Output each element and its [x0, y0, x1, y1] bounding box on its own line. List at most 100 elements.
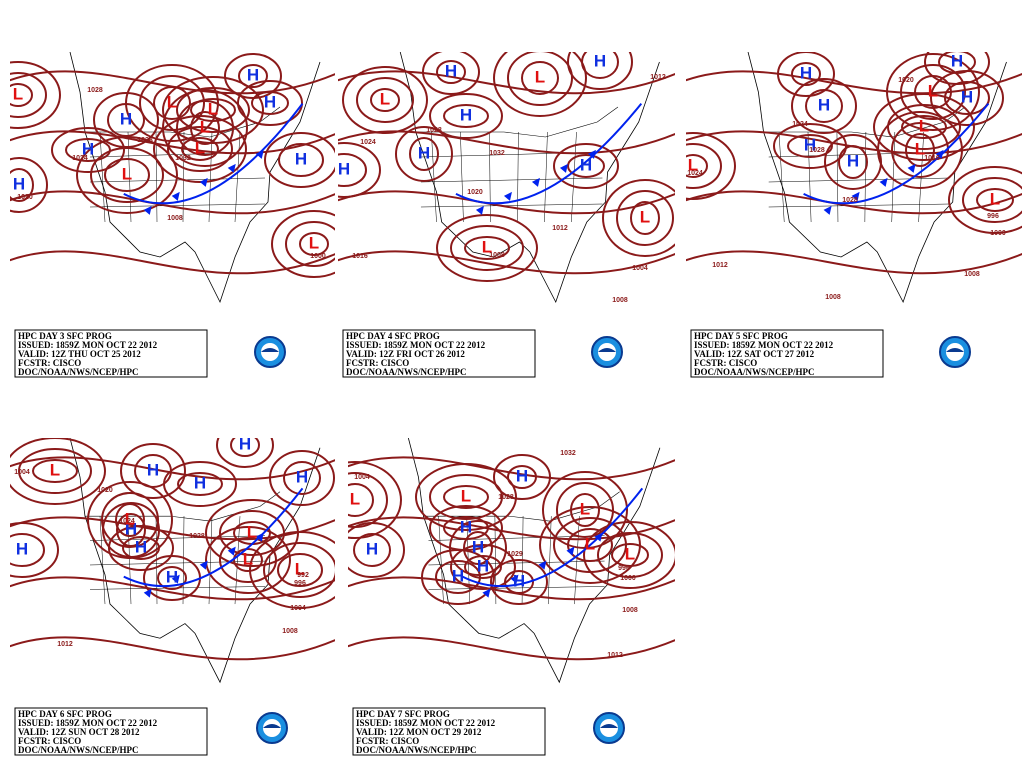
pressure-center: L [625, 544, 635, 563]
front-pip [935, 149, 944, 159]
isobar-label: 1004 [354, 474, 370, 481]
coastline [69, 52, 321, 304]
front-pip [823, 205, 832, 215]
isobar-label: 1028 [498, 494, 514, 501]
isobar [10, 70, 335, 95]
isobar [944, 81, 990, 115]
pressure-center: L [461, 486, 471, 505]
isobar-label: 1012 [712, 262, 728, 269]
info-box [342, 329, 536, 378]
pressure-center: L [350, 489, 360, 508]
pressure-center: H [239, 434, 251, 453]
isobar-label: 1000 [310, 253, 326, 260]
front-pip [171, 191, 180, 201]
isobar [157, 566, 187, 590]
info-line: FCSTR: CISCO [18, 736, 81, 746]
info-line: VALID: 12Z FRI OCT 26 2012 [346, 349, 465, 359]
front-pip [538, 560, 547, 570]
border [423, 491, 620, 522]
front-pip [143, 588, 152, 598]
info-line: DOC/NOAA/NWS/NCEP/HPC [18, 367, 139, 377]
isobar [10, 83, 33, 107]
info-box [14, 329, 208, 378]
state-line [768, 203, 950, 208]
isobar [948, 166, 1022, 234]
front-pip [531, 177, 540, 187]
isobar-label: 1020 [898, 77, 914, 84]
isobar-label: 1028 [426, 127, 442, 134]
pressure-center: H [82, 139, 94, 158]
noaa-logo-bird [263, 724, 281, 728]
state-line [571, 131, 577, 223]
coastline [747, 52, 1007, 304]
isobar [348, 456, 675, 481]
isobar [443, 104, 489, 128]
isobar-label: 1012 [57, 641, 73, 648]
isobar-label: 996 [618, 565, 630, 572]
isobar [10, 516, 335, 541]
isobar [490, 559, 548, 605]
isobar [10, 438, 106, 505]
isobar [219, 537, 277, 583]
pressure-center: L [243, 549, 253, 568]
info-line: ISSUED: 1859Z MON OCT 22 2012 [18, 718, 158, 728]
isobar [278, 143, 324, 177]
state-line [428, 535, 605, 541]
isobar [463, 531, 493, 565]
isobar [464, 236, 510, 260]
isobar [395, 126, 453, 182]
info-line: ISSUED: 1859Z MON OCT 22 2012 [694, 340, 834, 350]
pressure-center: H [135, 537, 147, 556]
isobar [464, 555, 502, 579]
isobar [962, 177, 1022, 223]
state-line [428, 560, 605, 566]
pressure-center: H [452, 566, 464, 585]
isobar [342, 66, 428, 134]
isobar [553, 517, 627, 573]
isobar [87, 481, 173, 559]
pressure-center: L [208, 99, 218, 118]
pressure-center: H [594, 51, 606, 70]
isobar-label: 1016 [352, 253, 368, 260]
pressure-center: H [296, 467, 308, 486]
map-panel: HHHHHHLLLLL10241024102810281012100810089… [686, 52, 1022, 304]
coastline [69, 438, 321, 684]
pressure-center: H [338, 159, 350, 178]
state-line [127, 516, 132, 605]
front-pip [227, 163, 236, 173]
isobar [521, 61, 559, 95]
state-line [420, 203, 603, 208]
front-pip [879, 177, 888, 187]
front-pip [199, 560, 208, 570]
isobar [104, 158, 150, 192]
pressure-center: H [445, 61, 457, 80]
isobar-label: 1012 [650, 74, 666, 81]
isobar-label: 1008 [282, 628, 298, 635]
info-line: ISSUED: 1859Z MON OCT 22 2012 [18, 340, 158, 350]
isobar [567, 52, 633, 90]
isobar [10, 636, 335, 661]
isobar [10, 157, 48, 213]
cold-front [462, 487, 644, 588]
isobar-label: 1028 [137, 137, 153, 144]
isobar [887, 104, 961, 150]
pressure-center: H [166, 567, 178, 586]
pressure-center: H [460, 517, 472, 536]
pressure-center: L [482, 237, 492, 256]
info-line: VALID: 12Z SUN OCT 28 2012 [18, 727, 140, 737]
noaa-logo-bird [946, 348, 964, 352]
info-line: HPC DAY 5 SFC PROG [694, 331, 788, 341]
isobar [436, 60, 466, 84]
state-line [768, 177, 950, 183]
isobar-label: 1032 [560, 450, 576, 457]
front-pip [227, 546, 236, 556]
info-line: FCSTR: CISCO [18, 358, 81, 368]
isobar [409, 137, 439, 171]
cold-front [455, 102, 643, 205]
front-pip [475, 205, 484, 215]
isobar [338, 142, 381, 198]
state-line [544, 131, 548, 223]
isobar [356, 77, 414, 123]
pressure-center: H [818, 95, 830, 114]
